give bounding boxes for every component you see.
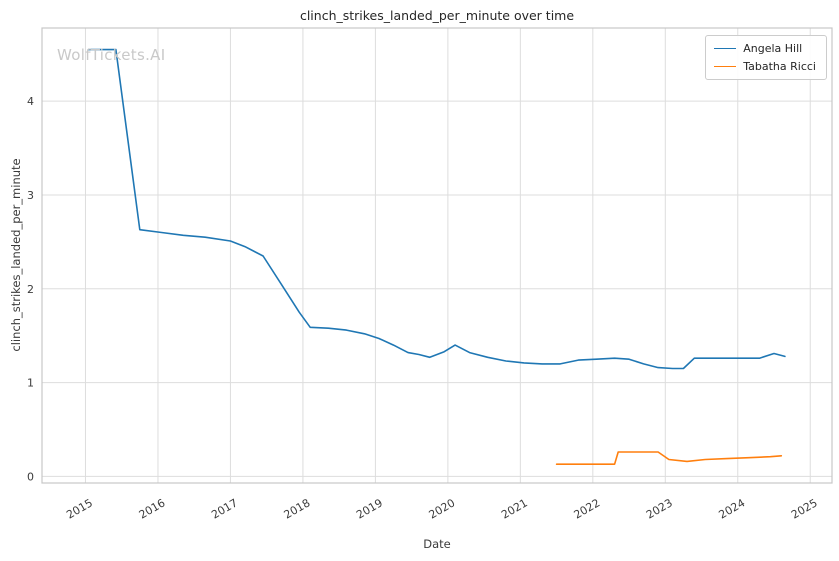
x-tick-label: 2023: [644, 496, 675, 521]
x-tick-label: 2015: [64, 496, 95, 521]
y-tick-label: 2: [27, 283, 34, 296]
x-tick-label: 2016: [137, 496, 168, 521]
series-line-angela-hill: [87, 48, 786, 370]
legend-label: Tabatha Ricci: [743, 60, 816, 73]
x-tick-label: 2022: [572, 496, 603, 521]
x-tick-label: 2020: [427, 496, 458, 521]
y-tick-label: 3: [27, 189, 34, 202]
x-axis-label: Date: [423, 537, 451, 551]
chart-title: clinch_strikes_landed_per_minute over ti…: [299, 8, 575, 23]
y-tick-label: 0: [27, 470, 34, 483]
legend-entry: Tabatha Ricci: [714, 60, 816, 73]
plot-border: [41, 27, 833, 484]
y-tick-label: 1: [27, 377, 34, 390]
x-tick-label: 2018: [282, 496, 313, 521]
series-line-tabatha-ricci: [555, 451, 783, 465]
legend-entry: Angela Hill: [714, 42, 816, 55]
y-axis-label: clinch_strikes_landed_per_minute: [9, 158, 23, 352]
y-tick-label: 4: [27, 95, 34, 108]
x-tick-label: 2024: [717, 496, 748, 521]
x-tick-label: 2017: [209, 496, 240, 521]
legend-line-swatch: [714, 48, 737, 49]
watermark-text: WolfTickets.AI: [57, 46, 166, 64]
legend-line-swatch: [714, 66, 737, 67]
x-tick-label: 2019: [354, 496, 385, 521]
legend: Angela Hill Tabatha Ricci: [705, 35, 827, 80]
x-tick-label: 2025: [789, 496, 820, 521]
legend-label: Angela Hill: [743, 42, 803, 55]
x-tick-label: 2021: [499, 496, 530, 521]
